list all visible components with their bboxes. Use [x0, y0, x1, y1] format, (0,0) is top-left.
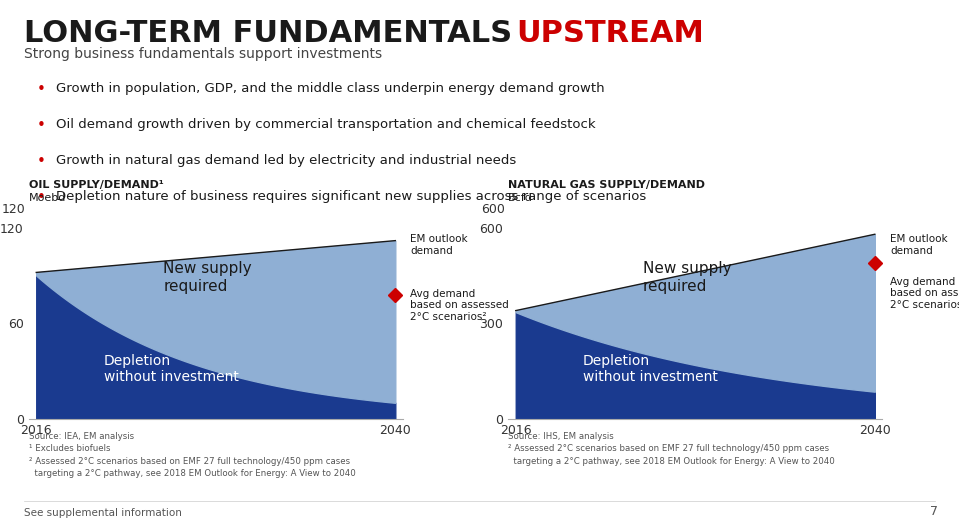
Text: 600: 600 — [481, 203, 505, 216]
Text: EM outlook
demand: EM outlook demand — [890, 234, 947, 256]
Text: UPSTREAM: UPSTREAM — [516, 19, 704, 48]
Text: Depletion
without investment: Depletion without investment — [104, 354, 239, 384]
Text: NATURAL GAS SUPPLY/DEMAND: NATURAL GAS SUPPLY/DEMAND — [508, 180, 705, 190]
Text: •: • — [36, 154, 45, 169]
Text: Avg demand
based on assessed
2°C scenarios²: Avg demand based on assessed 2°C scenari… — [410, 289, 509, 322]
Text: OIL SUPPLY/DEMAND¹: OIL SUPPLY/DEMAND¹ — [29, 180, 164, 190]
Text: Source: IHS, EM analysis
² Assessed 2°C scenarios based on EMF 27 full technolog: Source: IHS, EM analysis ² Assessed 2°C … — [508, 432, 835, 466]
Text: LONG-TERM FUNDAMENTALS: LONG-TERM FUNDAMENTALS — [24, 19, 523, 48]
Text: Growth in natural gas demand led by electricity and industrial needs: Growth in natural gas demand led by elec… — [56, 154, 516, 167]
Text: Bcfd: Bcfd — [508, 193, 533, 203]
Text: See supplemental information: See supplemental information — [24, 508, 182, 518]
Text: New supply
required: New supply required — [163, 261, 252, 294]
Text: Avg demand
based on assessed
2°C scenarios²: Avg demand based on assessed 2°C scenari… — [890, 277, 959, 310]
Text: Growth in population, GDP, and the middle class underpin energy demand growth: Growth in population, GDP, and the middl… — [56, 82, 604, 95]
Text: Moebd: Moebd — [29, 193, 66, 203]
Text: Source: IEA, EM analysis
¹ Excludes biofuels
² Assessed 2°C scenarios based on E: Source: IEA, EM analysis ¹ Excludes biof… — [29, 432, 356, 479]
Text: •: • — [36, 118, 45, 133]
Text: 7: 7 — [930, 505, 938, 518]
Text: •: • — [36, 82, 45, 97]
Text: Oil demand growth driven by commercial transportation and chemical feedstock: Oil demand growth driven by commercial t… — [56, 118, 596, 131]
Text: Strong business fundamentals support investments: Strong business fundamentals support inv… — [24, 47, 382, 60]
Text: New supply
required: New supply required — [643, 261, 732, 294]
Text: Depletion
without investment: Depletion without investment — [583, 354, 718, 384]
Text: Depletion nature of business requires significant new supplies across range of s: Depletion nature of business requires si… — [56, 190, 645, 204]
Text: •: • — [36, 190, 45, 205]
Text: EM outlook
demand: EM outlook demand — [410, 234, 468, 256]
Text: 120: 120 — [2, 203, 26, 216]
